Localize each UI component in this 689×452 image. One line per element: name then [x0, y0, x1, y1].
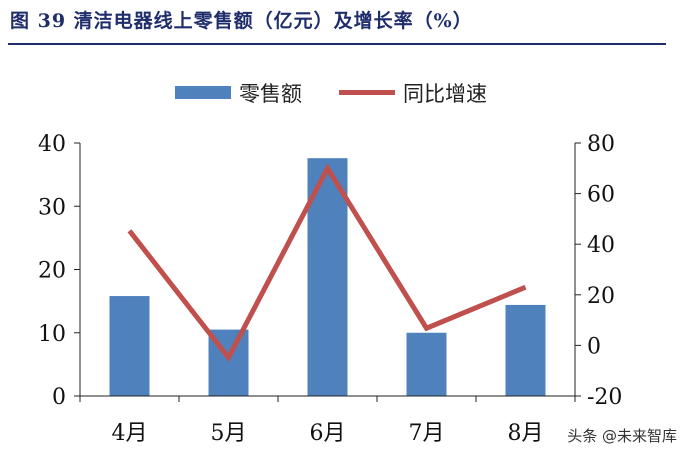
y-right-tick-label: 0 — [587, 334, 601, 359]
bar-4 — [406, 332, 447, 396]
y-right-tick-label: 60 — [587, 183, 615, 208]
y-left-tick-label: 30 — [38, 195, 66, 220]
y-right-tick-label: -20 — [587, 385, 622, 410]
y-left-tick-label: 0 — [52, 385, 66, 410]
y-left-tick-label: 20 — [38, 259, 66, 284]
title-divider — [8, 43, 666, 45]
y-left-tick-label: 40 — [38, 132, 66, 157]
bar-5 — [505, 304, 546, 396]
watermark: 头条 @未来智库 — [567, 427, 677, 445]
x-tick-label: 4月 — [112, 421, 148, 446]
y-right-tick-label: 80 — [587, 132, 615, 157]
y-right-tick-label: 20 — [587, 284, 615, 309]
figure-title: 图 39 清洁电器线上零售额（亿元）及增长率（%） — [10, 10, 473, 32]
y-right-tick-label: 40 — [587, 233, 615, 258]
legend-swatch-line — [339, 90, 395, 95]
bar-1 — [109, 296, 150, 396]
legend-label-bar: 零售额 — [239, 82, 302, 106]
x-tick-label: 5月 — [211, 421, 247, 446]
y-left-tick-label: 10 — [38, 322, 66, 347]
x-tick-label: 8月 — [508, 421, 544, 446]
legend-label-line: 同比增速 — [403, 82, 487, 106]
legend-swatch-bar — [175, 86, 231, 99]
x-tick-label: 6月 — [310, 421, 346, 446]
x-tick-label: 7月 — [409, 421, 445, 446]
